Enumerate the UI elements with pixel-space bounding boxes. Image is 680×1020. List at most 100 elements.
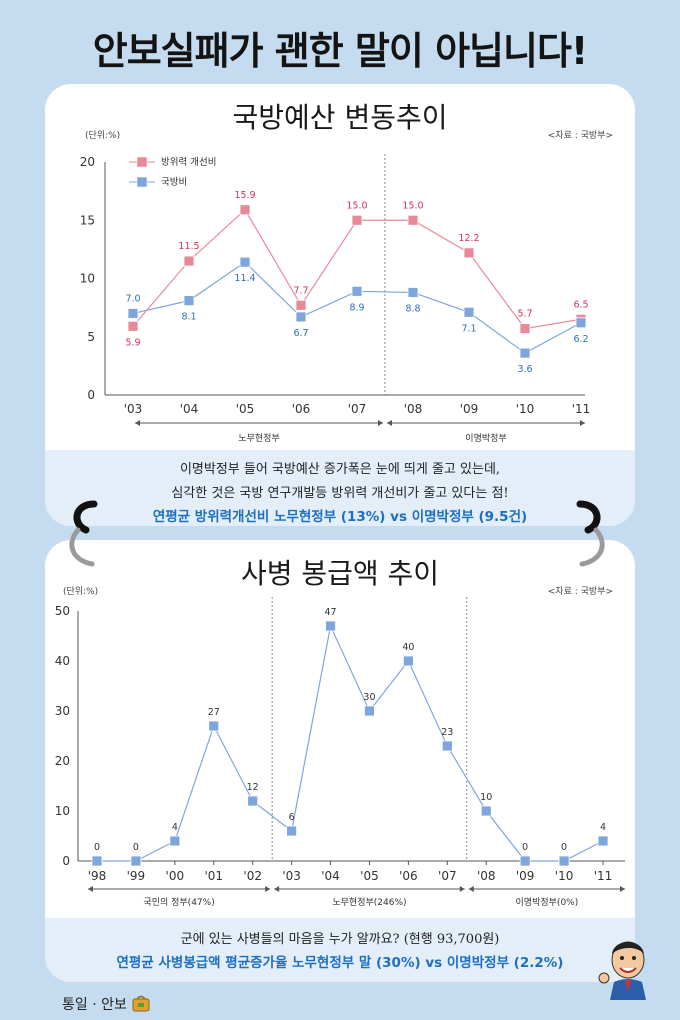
- data-point: [127, 320, 139, 332]
- data-label: 5.9: [125, 337, 140, 348]
- x-tick-label: '99: [127, 869, 146, 883]
- data-point: [91, 855, 103, 867]
- data-label: 7.7: [293, 285, 308, 296]
- bracket-arrow-icon: [274, 886, 280, 892]
- bracket-arrow-icon: [580, 420, 585, 426]
- soldier-pay-chart: 01020304050'98'99'00'01'02'03'04'05'06'0…: [55, 597, 625, 908]
- data-point: [463, 306, 475, 318]
- series-line: [97, 624, 604, 862]
- x-tick-label: '07: [438, 869, 457, 883]
- data-point: [364, 705, 375, 717]
- data-point: [519, 323, 531, 334]
- data-point: [463, 247, 475, 259]
- data-point: [239, 256, 251, 268]
- chart1-note-line1: 이명박정부 들어 국방예산 증가폭은 눈에 띄게 줄고 있는데,: [179, 462, 501, 477]
- data-label: 0: [522, 842, 528, 853]
- data-label: 15.0: [346, 200, 367, 211]
- chart2-note: 군에 있는 사병들의 마음을 누가 알까요? (현행 93,700원) 연평균 …: [45, 918, 635, 982]
- period-label: 이명박정부(0%): [516, 897, 579, 908]
- x-tick-label: '10: [516, 402, 535, 416]
- y-tick-label: 15: [80, 213, 95, 227]
- data-point: [351, 214, 363, 226]
- main-title: 안보실패가 괜한 말이 아닙니다!: [92, 29, 589, 73]
- data-point: [247, 795, 259, 807]
- data-label: 0: [561, 842, 567, 853]
- data-point: [558, 855, 570, 867]
- chart1-note-line2: 심각한 것은 국방 연구개발등 방위력 개선비가 줄고 있다는 점!: [171, 486, 509, 501]
- y-tick-label: 20: [80, 155, 95, 169]
- legend-marker: [136, 176, 148, 188]
- y-tick-label: 5: [87, 330, 95, 344]
- x-tick-label: '07: [348, 402, 367, 416]
- defense-budget-chart: 0 5 10 15 20 '03 '04 '05 '06 '07 '08 '09 '10 '11 노무현정부…: [80, 154, 591, 444]
- data-label: 6: [289, 812, 295, 823]
- chart1-source: <자료 : 국방부>: [547, 131, 613, 141]
- data-label: 11.5: [178, 241, 199, 252]
- chart1-note: 이명박정부 들어 국방예산 증가폭은 눈에 띄게 줄고 있는데, 심각한 것은 …: [45, 450, 635, 526]
- data-point: [295, 299, 307, 311]
- defense-budget-panel: 국방예산 변동추이 (단위:%) <자료 : 국방부> 0 5 10 15 20 '03 '…: [45, 84, 635, 526]
- x-tick-label: '11: [572, 402, 591, 416]
- data-point: [295, 311, 307, 323]
- x-tick-label: '04: [321, 869, 340, 883]
- x-tick-label: '01: [204, 869, 223, 883]
- data-label: 10: [480, 792, 492, 803]
- footer-text: 통일 · 안보: [62, 997, 127, 1013]
- bracket-arrow-icon: [387, 420, 392, 426]
- x-tick-label: '98: [88, 869, 107, 883]
- chart2-title: 사병 봉급액 추이: [240, 557, 440, 590]
- x-tick-label: '09: [460, 402, 479, 416]
- data-point: [169, 835, 181, 847]
- data-label: 30: [363, 692, 375, 703]
- data-label: 4: [172, 822, 178, 833]
- data-label: 5.7: [517, 309, 532, 320]
- data-point: [208, 720, 220, 732]
- data-label: 27: [208, 707, 220, 718]
- data-point: [480, 805, 492, 817]
- legend-label: 국방비: [161, 177, 187, 188]
- bracket-arrow-icon: [88, 886, 93, 892]
- period-label: 이명박정부: [465, 433, 506, 444]
- data-label: 7.0: [125, 293, 140, 304]
- y-tick-label: 20: [55, 754, 70, 768]
- mascot-icon: [598, 941, 646, 1000]
- data-point: [597, 835, 609, 847]
- chart2-note-highlight: 연평균 사병봉급액 평균증가율 노무현정부 말 (30%) vs 이명박정부 (…: [116, 955, 564, 971]
- y-tick-label: 10: [80, 272, 95, 286]
- period-label: 국민의 정부(47%): [143, 897, 214, 908]
- data-point: [407, 287, 419, 298]
- chart1-note-highlight: 연평균 방위력개선비 노무현정부 (13%) vs 이명박정부 (9.5건): [152, 509, 528, 525]
- legend-label: 방위력 개선비: [161, 156, 216, 168]
- data-label: 40: [402, 642, 414, 653]
- data-point: [519, 855, 531, 867]
- data-point: [351, 285, 363, 297]
- data-point: [402, 655, 414, 667]
- x-tick-label: '06: [399, 869, 418, 883]
- x-tick-label: '00: [166, 869, 185, 883]
- data-label: 3.6: [517, 364, 532, 375]
- data-point: [286, 825, 298, 837]
- chart1-title: 국방예산 변동추이: [232, 101, 448, 134]
- chart1-unit: (단위:%): [85, 131, 121, 141]
- y-tick-label: 50: [55, 604, 70, 618]
- x-tick-label: '03: [124, 402, 143, 416]
- x-tick-label: '09: [516, 869, 535, 883]
- data-label: 8.9: [349, 302, 364, 313]
- data-label: 6.5: [573, 299, 588, 310]
- data-label: 6.2: [573, 334, 588, 345]
- data-label: 0: [133, 842, 139, 853]
- data-label: 15.0: [402, 200, 423, 211]
- x-tick-label: '08: [404, 402, 423, 416]
- x-tick-label: '11: [594, 869, 613, 883]
- data-label: 12: [247, 782, 259, 793]
- x-tick-label: '10: [555, 869, 574, 883]
- y-tick-label: 0: [87, 388, 95, 402]
- x-tick-label: '05: [236, 402, 255, 416]
- data-point: [441, 740, 453, 752]
- data-label: 7.1: [461, 323, 476, 334]
- y-tick-label: 40: [55, 654, 70, 668]
- data-point: [183, 295, 195, 307]
- y-tick-label: 0: [62, 854, 70, 868]
- chart2-unit: (단위:%): [63, 587, 99, 597]
- data-point: [575, 317, 587, 329]
